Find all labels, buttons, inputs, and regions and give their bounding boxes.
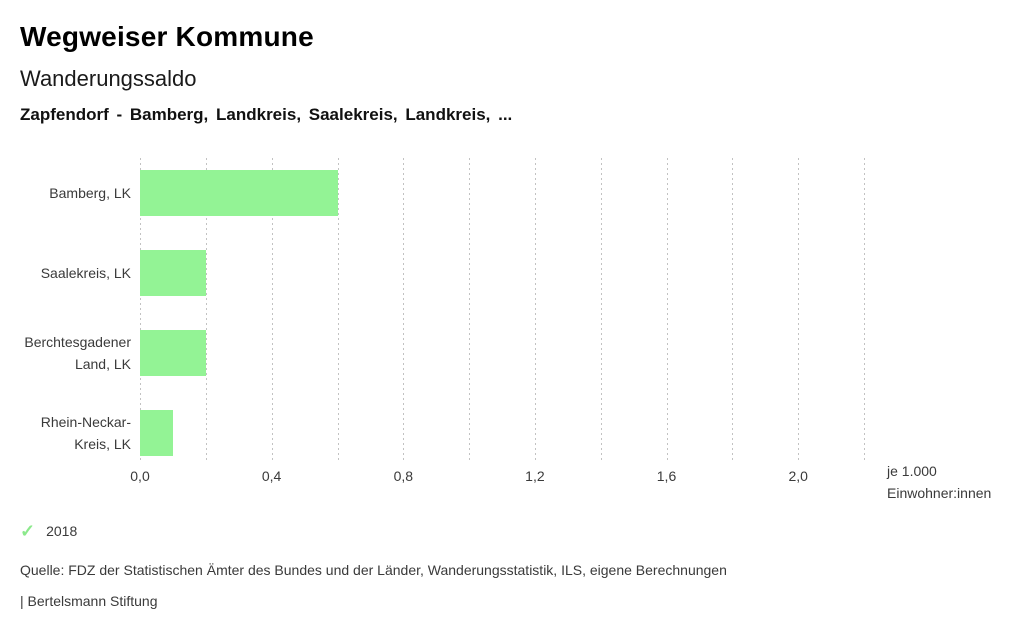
legend-item-2018[interactable]: ✓ 2018 bbox=[20, 521, 77, 541]
category-label-line: Kreis, LK bbox=[74, 436, 131, 452]
gridline bbox=[140, 158, 141, 460]
x-tick-label: 1,6 bbox=[656, 468, 677, 484]
gridline bbox=[534, 158, 536, 460]
unit-line-1: je 1.000 bbox=[887, 463, 937, 479]
plot-area bbox=[140, 158, 865, 460]
gridline bbox=[732, 158, 734, 460]
x-tick-label: 0,0 bbox=[130, 468, 150, 484]
gridline bbox=[271, 158, 273, 460]
category-label: Bamberg, LK bbox=[0, 182, 131, 204]
unit-line-2: Einwohner:innen bbox=[887, 485, 992, 501]
category-label-line: Saalekreis, LK bbox=[40, 265, 131, 281]
check-icon: ✓ bbox=[20, 521, 36, 541]
x-tick-label: 0,4 bbox=[261, 468, 282, 484]
gridline bbox=[666, 158, 668, 460]
bar-berchtesgadener-land-lk bbox=[140, 330, 206, 376]
bar-rhein-neckar-kreis-lk bbox=[140, 410, 173, 456]
bar-bamberg-lk bbox=[140, 170, 338, 216]
gridline bbox=[798, 158, 800, 460]
x-axis-unit-label: je 1.000 Einwohner:innen bbox=[887, 460, 991, 504]
page-title: Wegweiser Kommune bbox=[20, 21, 314, 52]
category-label-line: Land, LK bbox=[74, 356, 131, 372]
gridline bbox=[337, 158, 339, 460]
gridline bbox=[403, 158, 405, 460]
gridline bbox=[864, 158, 865, 460]
brand-text: | Bertelsmann Stiftung bbox=[20, 593, 158, 609]
source-text: Quelle: FDZ der Statistischen Ämter des … bbox=[20, 562, 727, 578]
gridline bbox=[469, 158, 471, 460]
x-tick-label: 2,0 bbox=[788, 468, 808, 484]
x-tick-label: 1,2 bbox=[525, 468, 545, 484]
category-label-line: Bamberg, LK bbox=[49, 185, 131, 201]
gridline bbox=[205, 158, 207, 460]
category-label-line: Rhein-Neckar- bbox=[40, 414, 131, 430]
chart-context-subtitle: Zapfendorf - Bamberg, Landkreis, Saalekr… bbox=[20, 105, 513, 124]
x-tick-label: 0,8 bbox=[393, 468, 414, 484]
category-label: Rhein-Neckar- Kreis, LK bbox=[0, 411, 131, 455]
chart-title: Wanderungssaldo bbox=[20, 66, 197, 91]
bar-saalekreis-lk bbox=[140, 250, 206, 296]
gridline bbox=[600, 158, 602, 460]
legend-year-label: 2018 bbox=[46, 523, 78, 539]
category-label: Saalekreis, LK bbox=[0, 262, 131, 284]
category-label: Berchtesgadener Land, LK bbox=[0, 331, 131, 375]
category-label-line: Berchtesgadener bbox=[24, 334, 131, 350]
